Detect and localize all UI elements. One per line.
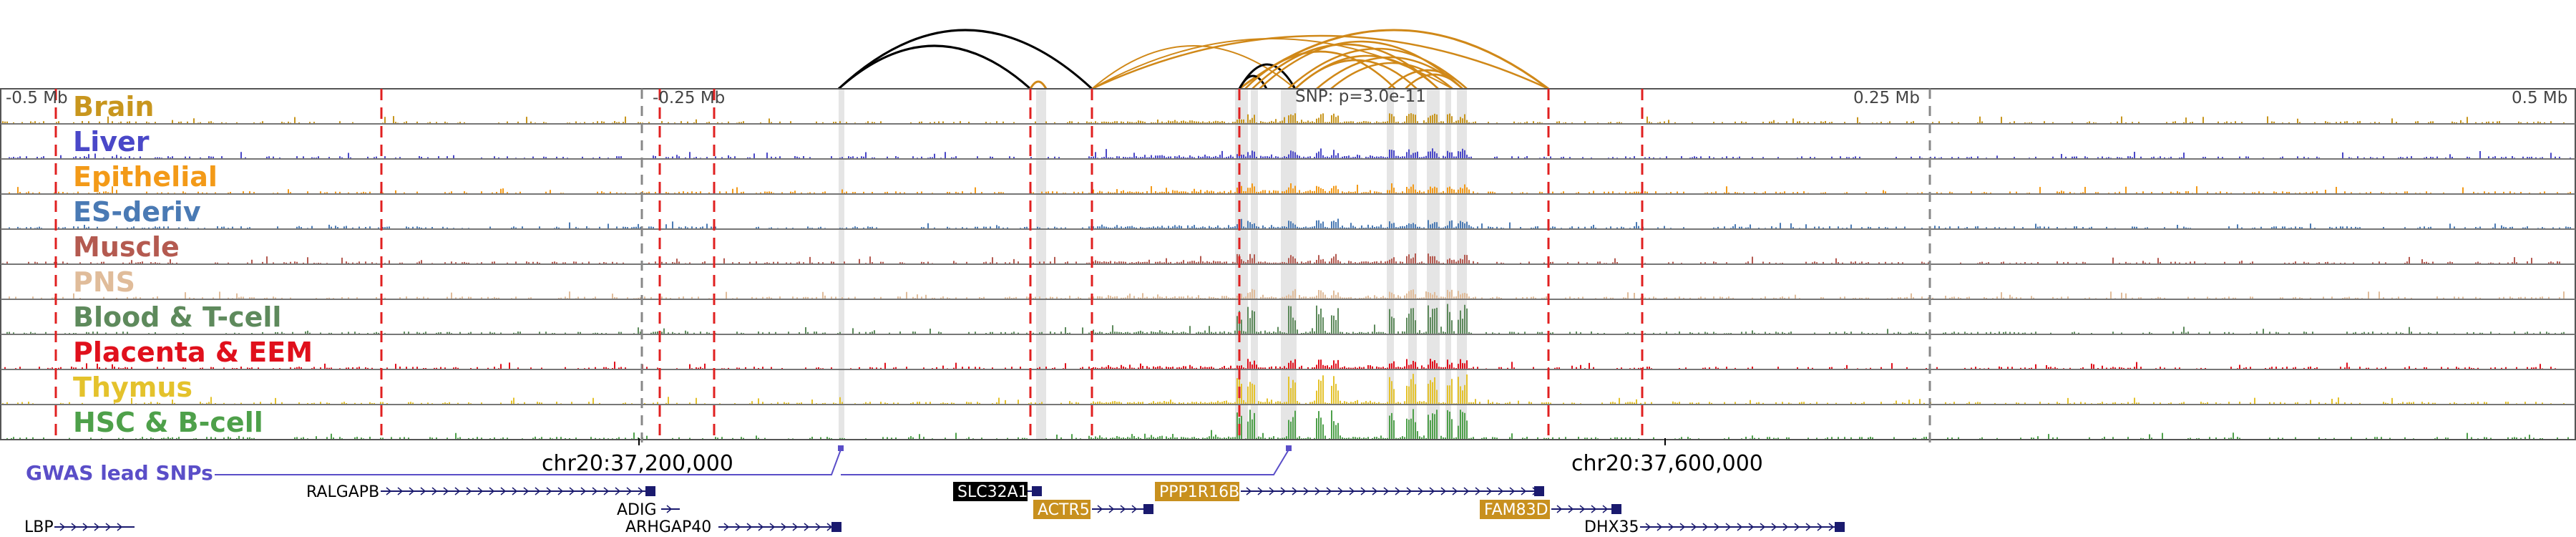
gene-strand (59, 523, 123, 531)
chromatin-loop (1244, 50, 1396, 90)
track-row (1, 253, 2575, 265)
ruler: -0.5 Mb -0.25 Mb SNP: p=3.0e-11 0.25 Mb … (6, 87, 2567, 107)
gwas-snp-marker-1 (838, 445, 844, 451)
chromatin-loop (1252, 43, 1439, 90)
chromatin-loop (837, 29, 1093, 90)
gene-model (1092, 504, 1153, 514)
track-label: Blood & T-cell (73, 301, 281, 333)
track-signal (2, 374, 2565, 404)
track-label: Muscle (73, 231, 180, 263)
gene-exon (1032, 486, 1042, 496)
gene-exon (645, 486, 655, 496)
gwas-connector-1 (215, 449, 841, 475)
gene-strand (1556, 505, 1620, 513)
gene-exon (1534, 486, 1544, 496)
chromatin-loop (1287, 47, 1468, 90)
dashed-markers (54, 89, 1931, 442)
track-signal (4, 359, 2556, 369)
coord-right-label: chr20:37,600,000 (1571, 451, 1763, 476)
gene-model (381, 486, 655, 496)
gene-label-arhgap40: ARHGAP40 (625, 518, 711, 536)
gene-strand (386, 487, 644, 495)
track-label: Epithelial (73, 161, 218, 193)
track-signal (9, 148, 2571, 158)
chromatin-loop (1405, 73, 1463, 90)
gene-box-ppp1r16b (1155, 482, 1239, 501)
track-row (6, 409, 2569, 439)
track-label: Thymus (73, 372, 192, 403)
track-row (1, 359, 2575, 370)
track-label: PNS (73, 266, 135, 298)
coordinate-axis: chr20:37,200,000 chr20:37,600,000 (542, 438, 1763, 476)
track-signal (9, 218, 2571, 228)
track-signal (6, 304, 2565, 334)
snp-label: SNP: p=3.0e-11 (1295, 87, 1426, 106)
chromatin-loop (837, 44, 1032, 90)
track-label: Brain (73, 91, 154, 122)
track-signal (6, 409, 2569, 439)
gene-model (1640, 522, 1845, 532)
track-label: HSC & B-cell (73, 407, 263, 438)
gene-model (54, 523, 135, 531)
track-signal (2, 253, 2560, 263)
track-row (1, 148, 2575, 160)
gene-exon (1835, 522, 1845, 532)
gene-label-slc32a1: SLC32A1 (957, 483, 1028, 501)
gene-strand (666, 505, 673, 513)
gene-label-dhx35: DHX35 (1584, 518, 1639, 536)
track-label: Liver (73, 126, 150, 158)
gene-label-ppp1r16b: PPP1R16B (1159, 483, 1239, 501)
ruler-mid-right-label: 0.25 Mb (1853, 89, 1920, 107)
track-row (1, 374, 2575, 405)
gene-label-ralgapb: RALGAPB (306, 483, 379, 501)
gene-box-fam83d (1480, 500, 1550, 519)
chromatin-loop (1330, 62, 1453, 90)
gene-label-fam83d: FAM83D (1484, 501, 1548, 519)
ruler-left-label: -0.5 Mb (6, 89, 68, 107)
gene-model (1551, 504, 1621, 514)
gene-model (1241, 486, 1544, 496)
chromatin-loop (1029, 80, 1048, 90)
track-label: Placenta & EEM (73, 337, 313, 368)
chromatin-loop (1316, 56, 1463, 90)
ruler-mid-left-label: -0.25 Mb (653, 89, 725, 107)
gwas-track: GWAS lead SNPs (26, 445, 1292, 485)
chromatin-loop (1387, 69, 1468, 90)
gene-model (661, 505, 680, 513)
gene-models (54, 486, 1845, 532)
chromatin-loop (1259, 40, 1463, 90)
gene-model (718, 522, 841, 532)
gene-strand (1246, 487, 1538, 495)
gene-label-adig: ADIG (617, 501, 657, 519)
gene-track: RALGAPB ADIG LBP ARHGAP40 SLC32A1 ACTR5 … (24, 482, 1845, 536)
track-label: ES-deriv (73, 196, 201, 228)
gene-strand (1645, 523, 1835, 531)
gene-exon (831, 522, 841, 532)
gene-label-actr5: ACTR5 (1038, 501, 1090, 519)
gene-exon (1143, 504, 1153, 514)
gwas-connector-2 (841, 449, 1289, 475)
gwas-label: GWAS lead SNPs (26, 461, 213, 485)
track-row (1, 304, 2575, 335)
gene-label-lbp: LBP (24, 518, 54, 536)
gene-model (1028, 486, 1042, 496)
chromatin-loops (837, 29, 1549, 90)
gene-box-slc32a1 (953, 482, 1028, 501)
coord-left-label: chr20:37,200,000 (542, 451, 733, 476)
gene-box-actr5 (1033, 500, 1091, 519)
gwas-snp-marker-2 (1286, 445, 1292, 451)
track-labels: Brain LiverEpithelialES-derivMusclePNSBlo… (73, 91, 313, 438)
chromatin-loop (1294, 59, 1418, 90)
chromatin-loop (1091, 34, 1549, 90)
track-row (1, 218, 2575, 230)
track-signal (2, 113, 2565, 123)
gene-exon (1611, 504, 1621, 514)
track-row (1, 113, 2575, 125)
ruler-right-label: 0.5 Mb (2512, 89, 2567, 107)
gene-strand (1097, 505, 1149, 513)
gene-strand (723, 523, 833, 531)
